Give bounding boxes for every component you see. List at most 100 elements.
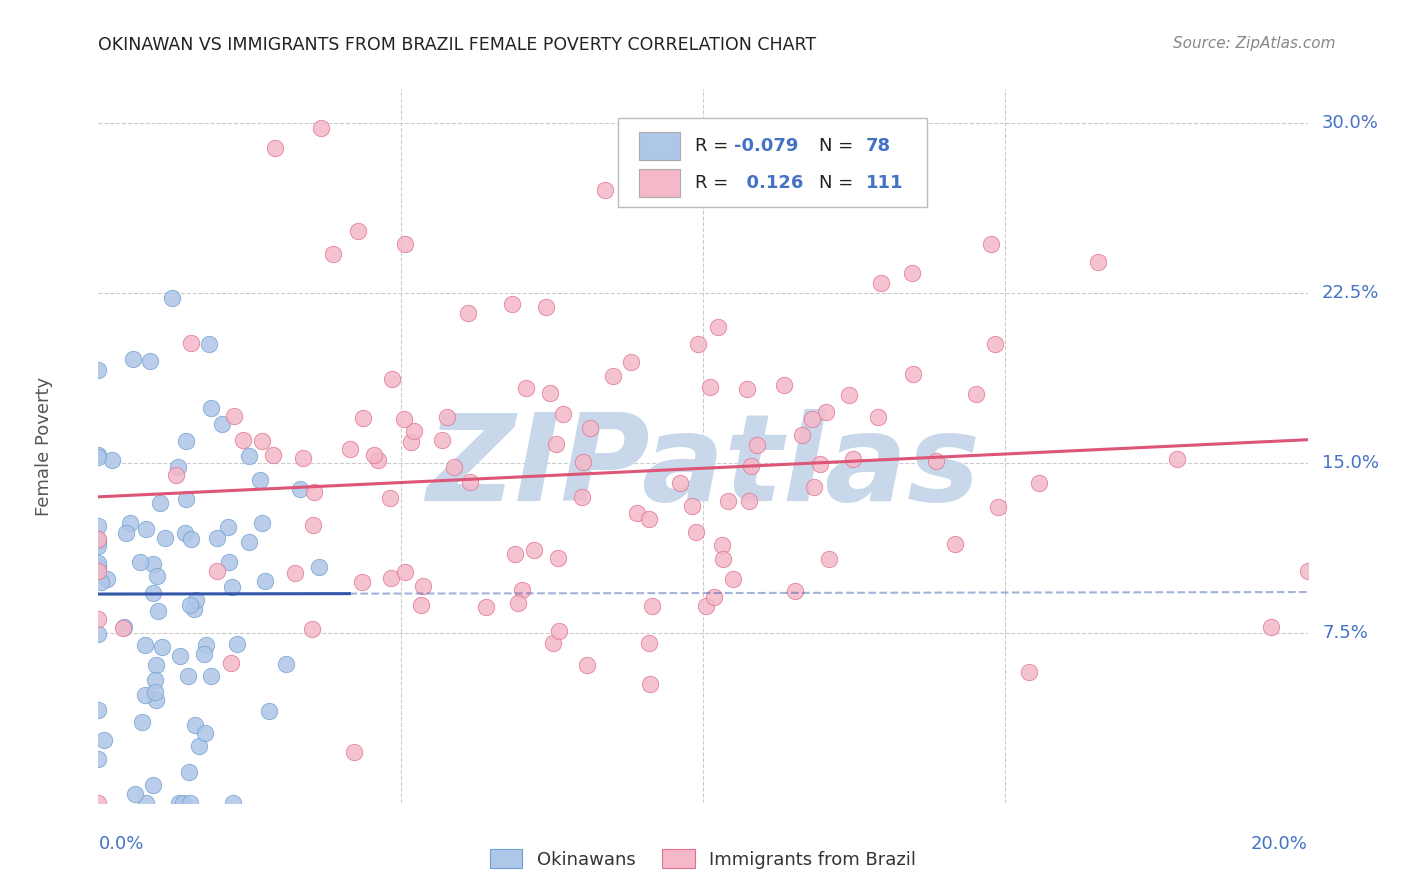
Point	[343, 745, 366, 759]
Point	[378, 491, 401, 505]
Point	[593, 183, 616, 197]
Point	[339, 442, 361, 456]
Point	[194, 725, 217, 739]
Point	[167, 796, 190, 810]
Point	[457, 306, 479, 320]
Text: 15.0%: 15.0%	[1322, 454, 1379, 472]
Point	[924, 454, 946, 468]
Point	[176, 492, 198, 507]
Point	[381, 372, 404, 386]
Point	[501, 297, 523, 311]
Point	[302, 518, 325, 533]
Text: 78: 78	[866, 137, 891, 155]
Point	[112, 621, 135, 635]
Point	[93, 732, 115, 747]
Point	[547, 551, 569, 566]
Point	[711, 551, 734, 566]
Point	[134, 638, 156, 652]
Point	[394, 566, 416, 580]
Point	[194, 638, 217, 652]
Point	[817, 552, 839, 566]
Point	[232, 433, 254, 447]
Point	[510, 583, 533, 598]
Point	[224, 409, 246, 423]
Text: 22.5%: 22.5%	[1322, 284, 1379, 302]
Point	[394, 412, 416, 426]
Point	[984, 337, 1007, 351]
Point	[352, 411, 374, 425]
Point	[254, 574, 277, 588]
Point	[205, 531, 228, 545]
Point	[1296, 565, 1319, 579]
Point	[146, 568, 169, 582]
Point	[814, 405, 837, 419]
Point	[172, 796, 194, 810]
Text: Female Poverty: Female Poverty	[35, 376, 53, 516]
Point	[737, 382, 759, 396]
Point	[87, 539, 110, 553]
Point	[399, 435, 422, 450]
Point	[200, 401, 222, 415]
Point	[380, 571, 402, 585]
Bar	[638, 132, 681, 161]
Point	[430, 433, 453, 447]
Point	[686, 337, 709, 351]
Bar	[638, 169, 681, 197]
Point	[571, 490, 593, 504]
Point	[1166, 451, 1188, 466]
Point	[710, 538, 733, 552]
Point	[350, 574, 373, 589]
Text: N =: N =	[820, 137, 859, 155]
Point	[740, 459, 762, 474]
Point	[363, 448, 385, 462]
Point	[301, 622, 323, 636]
Point	[200, 669, 222, 683]
Point	[901, 266, 924, 280]
Point	[523, 543, 546, 558]
Point	[145, 684, 167, 698]
Point	[1018, 665, 1040, 680]
Point	[96, 572, 118, 586]
Point	[1087, 255, 1109, 269]
Text: R =: R =	[695, 137, 734, 155]
Text: 0.126: 0.126	[734, 174, 804, 192]
Point	[544, 437, 567, 451]
Point	[474, 600, 496, 615]
Point	[695, 599, 717, 613]
Point	[801, 412, 824, 426]
Point	[149, 496, 172, 510]
Point	[165, 467, 187, 482]
Point	[150, 640, 173, 654]
Point	[668, 475, 690, 490]
Point	[87, 703, 110, 717]
Point	[681, 499, 703, 513]
Point	[943, 536, 966, 550]
Point	[217, 520, 239, 534]
Point	[579, 421, 602, 435]
Point	[291, 450, 314, 465]
Point	[640, 676, 662, 690]
Text: 30.0%: 30.0%	[1322, 114, 1379, 132]
Point	[87, 450, 110, 464]
Point	[986, 500, 1008, 514]
Point	[179, 598, 201, 612]
Point	[264, 141, 287, 155]
Point	[120, 516, 142, 531]
Point	[838, 388, 860, 402]
Point	[717, 493, 740, 508]
Point	[842, 452, 865, 467]
Point	[226, 637, 249, 651]
Point	[101, 453, 124, 467]
Text: 111: 111	[866, 174, 904, 192]
Point	[155, 532, 177, 546]
Point	[309, 121, 332, 136]
Point	[322, 247, 344, 261]
Point	[803, 480, 825, 494]
Point	[193, 647, 215, 661]
Point	[135, 796, 157, 810]
Text: R =: R =	[695, 174, 734, 192]
Point	[135, 522, 157, 536]
Point	[436, 409, 458, 424]
Point	[262, 448, 284, 462]
Point	[626, 506, 648, 520]
